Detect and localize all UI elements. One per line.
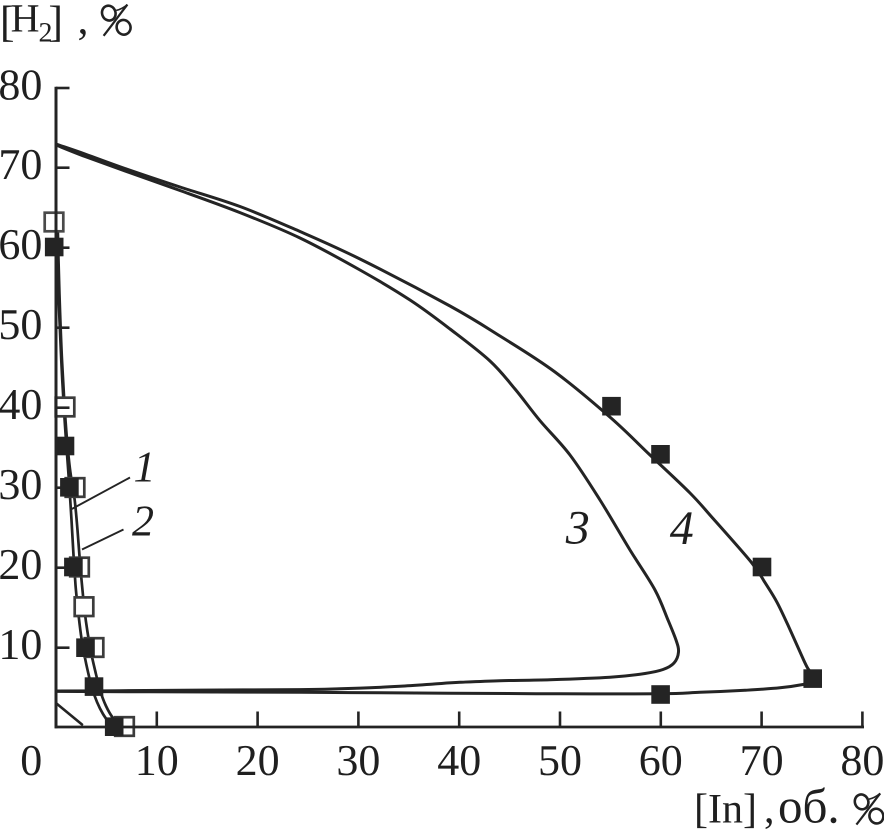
svg-text:3: 3 — [565, 502, 590, 555]
svg-text:60: 60 — [639, 736, 683, 785]
svg-text:,: , — [764, 787, 775, 833]
svg-text:40: 40 — [0, 380, 42, 429]
svg-text:30: 30 — [336, 736, 380, 785]
svg-text:2: 2 — [39, 18, 53, 49]
svg-text:10: 10 — [135, 736, 179, 785]
svg-text:[In]: [In] — [694, 787, 757, 833]
svg-text:50: 50 — [0, 300, 42, 349]
svg-text:80: 80 — [0, 60, 42, 109]
svg-text:40: 40 — [437, 736, 481, 785]
svg-text:70: 70 — [0, 140, 42, 189]
svg-text:80: 80 — [840, 736, 884, 785]
svg-text:об.: об. — [778, 779, 840, 834]
svg-text:H: H — [11, 0, 40, 41]
svg-text:0: 0 — [20, 736, 42, 785]
svg-text:20: 20 — [0, 540, 42, 589]
svg-text:50: 50 — [538, 736, 582, 785]
svg-text:60: 60 — [0, 220, 42, 269]
svg-text:70: 70 — [740, 736, 784, 785]
svg-text:4: 4 — [670, 502, 694, 555]
svg-text:30: 30 — [0, 460, 42, 509]
svg-text:[: [ — [0, 0, 14, 46]
svg-text:10: 10 — [0, 620, 42, 669]
svg-text:20: 20 — [236, 736, 280, 785]
svg-text:2: 2 — [132, 497, 154, 546]
svg-text:,: , — [78, 0, 89, 44]
svg-text:]: ] — [48, 0, 63, 46]
svg-text:1: 1 — [134, 443, 156, 492]
